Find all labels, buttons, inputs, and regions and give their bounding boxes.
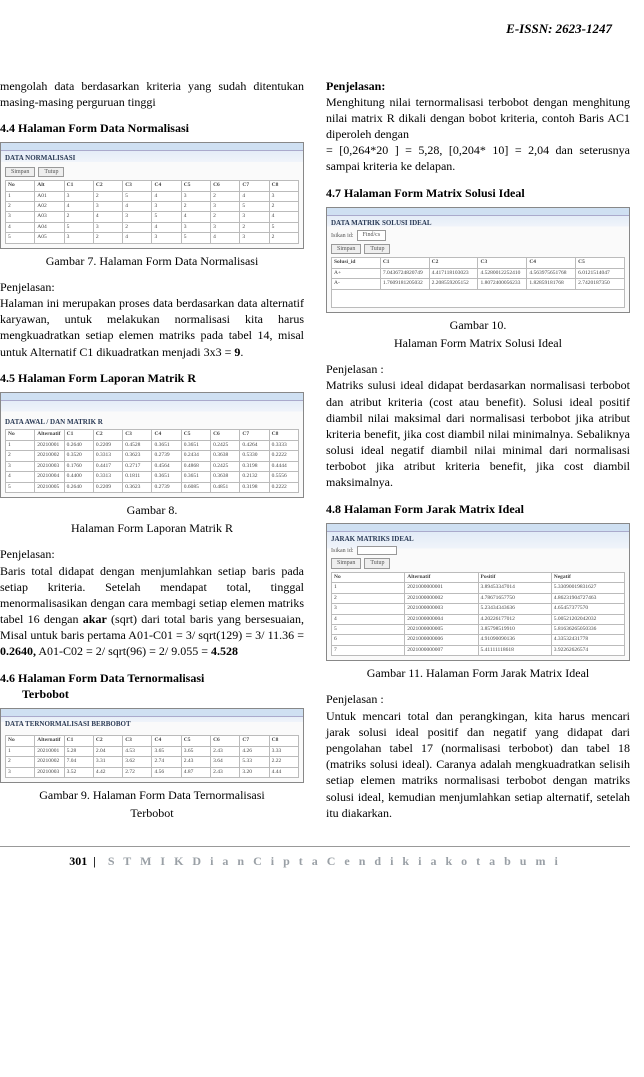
figure-10: DATA MATRIK SOLUSI IDEAL Isikan id: Find… — [326, 207, 630, 313]
page-footer: 301 | S T M I K D i a n C i p t a C e n d… — [0, 846, 630, 869]
fig7-caption: Gambar 7. Halaman Form Data Normalisasi — [0, 253, 304, 269]
figure-8: DATA AWAL / DAN MATRIK R No Alternatif C… — [0, 392, 304, 498]
fig10-caption-1: Gambar 10. — [326, 317, 630, 333]
fig9-table: No Alternatif C1 C2 C3 C4 C5 C6 C7 C8 12… — [5, 735, 299, 778]
fig10-caption-2: Halaman Form Matrix Solusi Ideal — [326, 335, 630, 351]
penjelasan44-nine: 9 — [234, 345, 240, 359]
fig10-search-label: Isikan id: — [331, 232, 354, 240]
penjelasan45-body-3: A01-C02 = 2/ sqrt(96) = 2/ 9.055 = — [36, 644, 211, 658]
section-48-title: 4.8 Halaman Form Jarak Matrix Ideal — [326, 501, 630, 517]
fig10-search-input: Find/cs — [357, 230, 387, 241]
fig11-window-title: JARAK MATRIKS IDEAL — [331, 535, 625, 544]
penjelasan46-label: Penjelasan: — [326, 79, 385, 93]
penjelasan45-val1: 0.2640, — [0, 644, 36, 658]
page-number: 301 — [69, 854, 87, 868]
section-45-title: 4.5 Halaman Form Laporan Matrik R — [0, 370, 304, 386]
right-column: Penjelasan: Menghitung nilai ternormalis… — [326, 78, 630, 832]
fig11-caption: Gambar 11. Halaman Form Jarak Matrix Ide… — [326, 665, 630, 681]
penjelasan45-akar: akar — [83, 612, 107, 626]
left-column: mengolah data berdasarkan kriteria yang … — [0, 78, 304, 832]
fig10-table: Solusi_id C1 C2 C3 C4 C5 A+7.04367248207… — [331, 257, 625, 289]
footer-sep: | — [93, 854, 96, 868]
penjelasan45-val2: 4.528 — [211, 644, 238, 658]
figure-9: DATA TERNORMALISASI BERBOBOT No Alternat… — [0, 708, 304, 783]
penjelasan48-body: Untuk mencari total dan perangkingan, ki… — [326, 709, 630, 820]
section-46-title-2: Terbobot — [0, 686, 304, 702]
fig11-btn-simpan: Simpan — [331, 558, 361, 569]
fig9-caption-2: Terbobot — [0, 805, 304, 821]
fig8-caption-2: Halaman Form Laporan Matrik R — [0, 520, 304, 536]
section-46-title-1: 4.6 Halaman Form Data Ternormalisasi — [0, 670, 304, 686]
penjelasan46-body: Menghitung nilai ternormalisasi terbobot… — [326, 95, 630, 141]
figure-11: JARAK MATRIKS IDEAL Isikan id: Simpan Tu… — [326, 523, 630, 661]
penjelasan47-label: Penjelasan : — [326, 362, 384, 376]
fig7-btn-tutup: Tutup — [38, 167, 64, 178]
section-44-title: 4.4 Halaman Form Data Normalisasi — [0, 120, 304, 136]
penjelasan48-label: Penjelasan : — [326, 692, 384, 706]
footer-institution: S T M I K D i a n C i p t a C e n d i k … — [108, 854, 561, 868]
penjelasan47-body: Matriks sulusi ideal didapat berdasarkan… — [326, 378, 630, 489]
figure-7: DATA NORMALISASI Simpan Tutup No Alt C1 … — [0, 142, 304, 249]
fig8-table: No Alternatif C1 C2 C3 C4 C5 C6 C7 C8 12… — [5, 429, 299, 493]
section-47-title: 4.7 Halaman Form Matrix Solusi Ideal — [326, 185, 630, 201]
fig10-window-title: DATA MATRIK SOLUSI IDEAL — [331, 219, 625, 228]
penjelasan44-label: Penjelasan: — [0, 280, 55, 294]
fig11-btn-tutup: Tutup — [364, 558, 390, 569]
penjelasan44-body: Halaman ini merupakan proses data berdas… — [0, 296, 304, 359]
fig11-search-label: Isikan id: — [331, 547, 354, 555]
fig8-window-title: DATA AWAL / DAN MATRIK R — [5, 418, 299, 427]
fig11-table: No Alternatif Positif Negatif 1202100000… — [331, 572, 625, 656]
fig8-caption-1: Gambar 8. — [0, 502, 304, 518]
fig7-window-title: DATA NORMALISASI — [5, 154, 299, 163]
fig10-btn-tutup: Tutup — [364, 244, 390, 255]
fig9-caption-1: Gambar 9. Halaman Form Data Ternormalisa… — [0, 787, 304, 803]
fig10-btn-simpan: Simpan — [331, 244, 361, 255]
fig7-table: No Alt C1 C2 C3 C4 C5 C6 C7 C8 1A0132543… — [5, 180, 299, 244]
eissn-header: E-ISSN: 2623-1247 — [0, 20, 630, 38]
penjelasan46-body2: = [0,264*20 ] = 5,28, [0,204* 10] = 2,04… — [326, 143, 630, 173]
fig7-btn-simpan: Simpan — [5, 167, 35, 178]
fig9-window-title: DATA TERNORMALISASI BERBOBOT — [5, 720, 299, 729]
penjelasan45-label: Penjelasan: — [0, 547, 55, 561]
intro-text: mengolah data berdasarkan kriteria yang … — [0, 78, 304, 110]
